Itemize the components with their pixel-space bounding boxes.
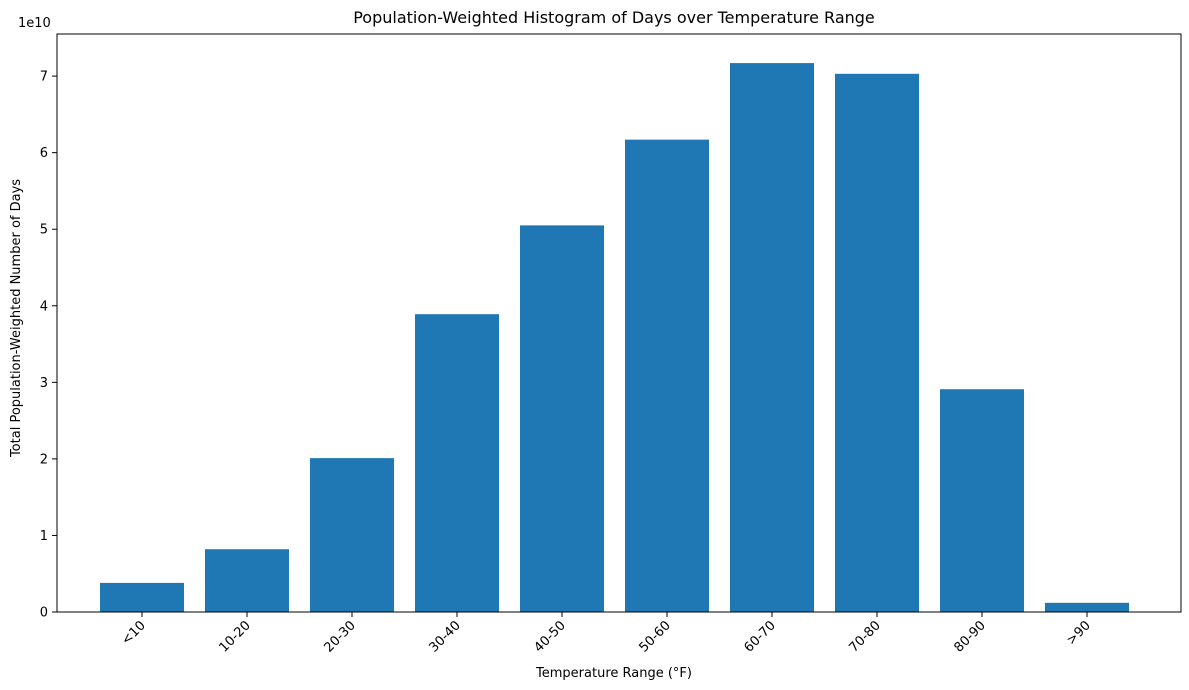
x-tick-label: <10 bbox=[119, 618, 149, 648]
y-tick-label: 0 bbox=[40, 606, 48, 621]
y-tick-label: 4 bbox=[40, 299, 48, 314]
bar bbox=[415, 314, 499, 612]
y-axis-ticks: 0 1 2 3 4 5 6 7 bbox=[40, 70, 57, 621]
bar bbox=[1045, 602, 1129, 612]
bar bbox=[310, 458, 394, 612]
y-tick-label: 7 bbox=[40, 70, 48, 85]
bar bbox=[100, 582, 184, 612]
x-tick-label: 70-80 bbox=[847, 618, 884, 655]
bar bbox=[520, 225, 604, 612]
bar bbox=[730, 63, 814, 612]
y-tick-label: 2 bbox=[40, 452, 48, 467]
x-tick-label: 60-70 bbox=[742, 618, 779, 655]
bar bbox=[625, 139, 709, 612]
y-tick-label: 1 bbox=[40, 529, 48, 544]
x-axis-ticks: <10 10-20 20-30 30-40 40-50 50-60 60-70 70-80 80… bbox=[119, 612, 1094, 656]
y-tick-label: 3 bbox=[40, 376, 48, 391]
x-tick-label: 40-50 bbox=[532, 618, 569, 655]
y-tick-label: 6 bbox=[40, 146, 48, 161]
y-tick-label: 5 bbox=[40, 223, 48, 238]
x-tick-label: 20-30 bbox=[322, 618, 359, 655]
plot-area-frame bbox=[56, 33, 1182, 613]
x-axis-label: Temperature Range (°F) bbox=[535, 666, 692, 681]
x-tick-label: >90 bbox=[1064, 618, 1094, 648]
bar bbox=[205, 549, 289, 612]
chart-title: Population-Weighted Histogram of Days ov… bbox=[353, 8, 875, 27]
bar bbox=[835, 73, 919, 612]
y-axis-offset-label: 1e10 bbox=[18, 16, 51, 31]
x-tick-label: 80-90 bbox=[952, 618, 989, 655]
bar-series bbox=[100, 63, 1129, 612]
x-tick-label: 50-60 bbox=[637, 618, 674, 655]
x-tick-label: 30-40 bbox=[427, 618, 464, 655]
y-axis-label: Total Population-Weighted Number of Days bbox=[9, 179, 24, 458]
bar bbox=[940, 389, 1024, 612]
x-tick-label: 10-20 bbox=[217, 618, 254, 655]
